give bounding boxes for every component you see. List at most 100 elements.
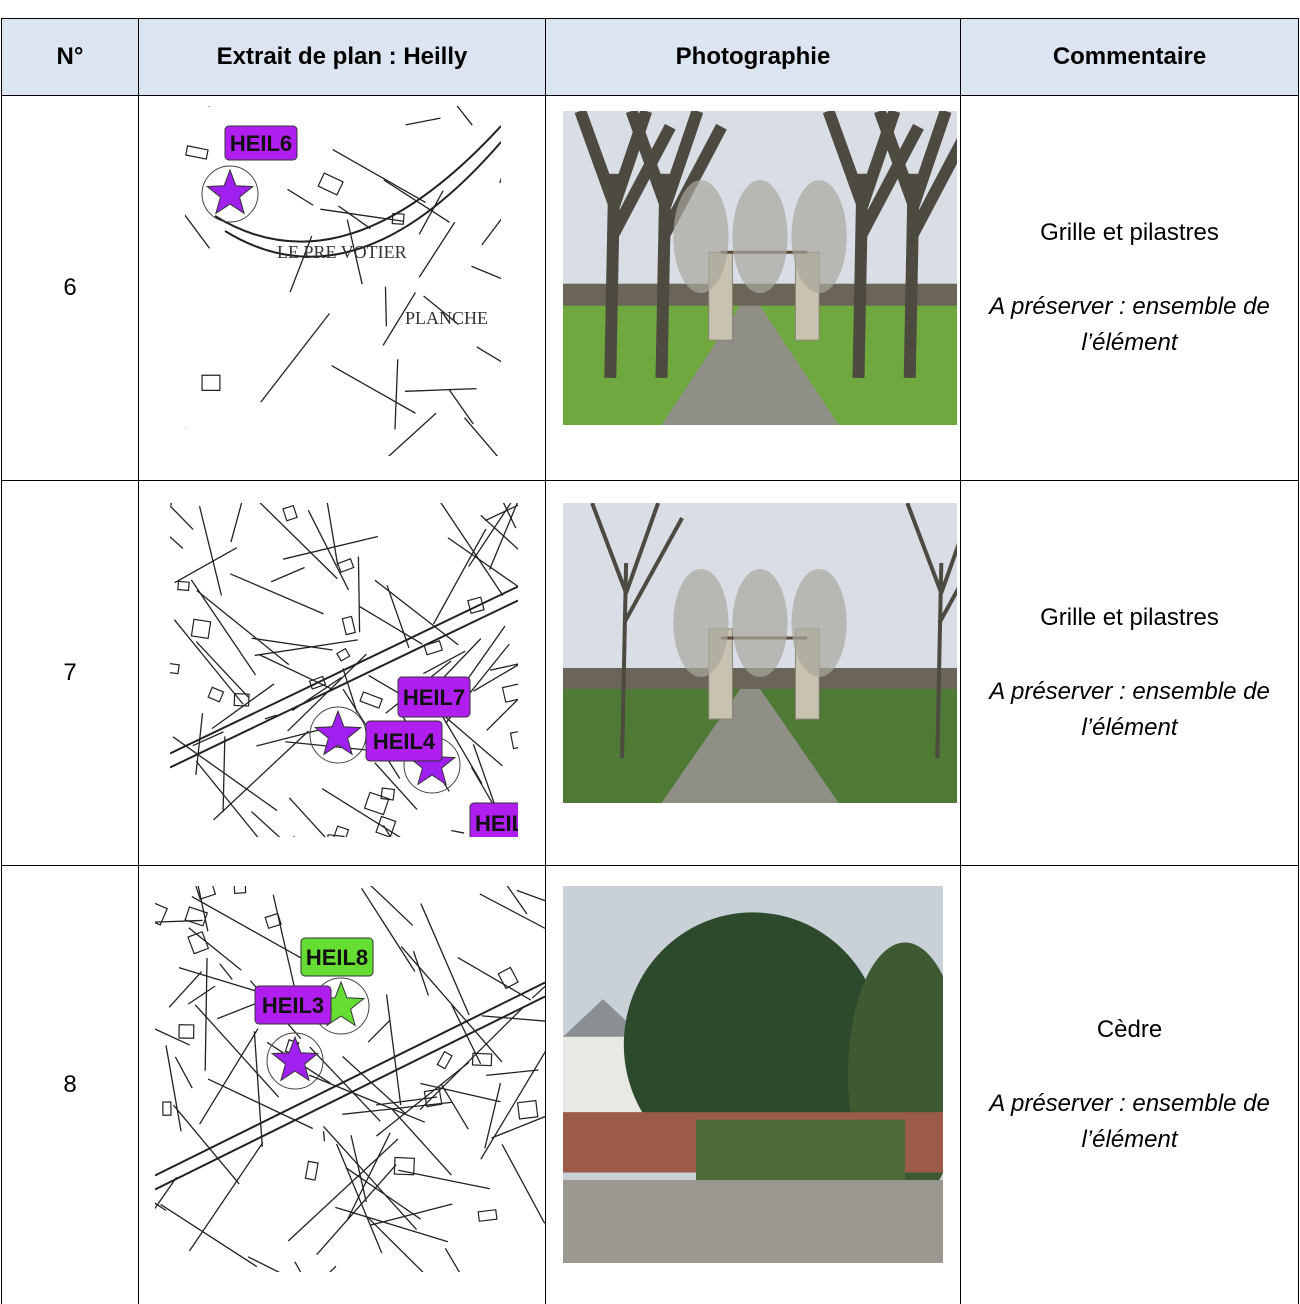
parcel-line	[329, 1265, 337, 1272]
parcel-line	[289, 235, 313, 293]
parcel-line	[412, 950, 429, 996]
photo-cell	[545, 95, 961, 481]
parcel-line	[332, 148, 426, 203]
parcel-line	[322, 1126, 418, 1231]
map-cell: HEIL6 LE PRE VOTIER PLANCHE	[138, 95, 546, 481]
parcel-line	[165, 1045, 182, 1132]
parcel-line	[321, 787, 401, 837]
parcel-line	[440, 712, 503, 767]
map-extract: HEIL8 HEIL3	[155, 886, 545, 1272]
parcel-line	[342, 1056, 407, 1115]
comment: Grille et pilastres	[1040, 604, 1219, 631]
parcel-line	[479, 893, 545, 930]
parcel-line	[308, 1074, 426, 1123]
parcel-line	[486, 698, 518, 731]
building	[341, 615, 357, 636]
parcel-line	[357, 556, 361, 633]
building	[363, 791, 390, 816]
road	[155, 981, 545, 1191]
building	[178, 1024, 195, 1039]
header-cell: Extrait de plan : Heilly	[138, 18, 546, 96]
far-tree	[732, 569, 788, 677]
marker-label-box	[397, 676, 471, 718]
parcel-line	[195, 641, 249, 698]
parcel-line	[432, 528, 487, 625]
building	[317, 172, 344, 196]
marker-star	[313, 709, 363, 756]
building	[375, 815, 397, 837]
parcel-line	[264, 714, 277, 720]
parcel-line	[188, 1142, 264, 1252]
building	[233, 692, 250, 707]
parcel-line	[405, 117, 441, 126]
parcel-line	[155, 919, 203, 923]
cedar	[623, 912, 883, 1177]
number: 8	[1, 865, 139, 1304]
parcel-line	[288, 797, 326, 837]
building	[233, 886, 247, 894]
parcel-line	[195, 713, 204, 776]
parcel-line	[342, 1101, 452, 1115]
parcel-line	[451, 829, 465, 834]
parcel-line	[190, 579, 257, 676]
parcel-line	[486, 1069, 539, 1077]
building	[190, 618, 212, 640]
parcel-line	[489, 663, 518, 671]
building	[207, 686, 225, 703]
marker-label-box	[300, 937, 374, 977]
parcel-line	[420, 903, 470, 1016]
parcel-line	[174, 547, 238, 584]
marker-ring	[201, 165, 259, 223]
parcel-line	[346, 219, 363, 285]
marker-label-box	[365, 720, 443, 762]
building	[177, 580, 190, 592]
far-tree	[673, 569, 729, 677]
map-extract: HEIL6 LE PRE VOTIER PLANCHE	[185, 106, 501, 456]
parcel-line	[168, 971, 203, 1008]
marker-star	[270, 1035, 320, 1082]
parcel-line	[388, 412, 437, 456]
marker-label: HEIL	[475, 811, 518, 836]
far-tree	[673, 180, 729, 294]
map-cell: HEIL8 HEIL3	[138, 865, 546, 1304]
marker-label: HEIL7	[403, 685, 465, 710]
building	[393, 1156, 415, 1176]
parcel-line	[204, 957, 208, 1071]
pavement	[563, 1180, 943, 1263]
parcel-line	[444, 1247, 461, 1272]
parcel-line	[369, 1203, 453, 1226]
parcel-line	[174, 1056, 193, 1089]
parcel-line	[394, 359, 399, 430]
parcel-line	[361, 888, 416, 972]
parcel-line	[213, 730, 309, 821]
marker-star	[205, 168, 255, 215]
parcel-line	[456, 106, 473, 126]
building	[155, 900, 168, 926]
parcel-line	[374, 579, 459, 646]
parcel-line	[160, 1203, 258, 1268]
parcel-line	[173, 619, 244, 705]
parcel-line	[441, 1084, 469, 1130]
building	[264, 912, 282, 930]
map-label: PLANCHE	[405, 308, 488, 328]
marker-label: HEIL6	[230, 131, 292, 156]
marker-label-box	[224, 125, 298, 161]
building	[471, 1052, 493, 1067]
parcel-line	[187, 985, 216, 1005]
parcel-line	[385, 994, 402, 1106]
parcel-line	[367, 1019, 391, 1043]
photo-cell	[545, 480, 961, 866]
building	[436, 1050, 453, 1070]
building	[331, 825, 350, 837]
parcel-line	[270, 566, 305, 583]
parcel-line	[464, 417, 499, 456]
tree-trunk	[625, 111, 727, 379]
tree-trunk	[905, 503, 957, 759]
parcel-line	[484, 1082, 502, 1149]
parcel-line	[196, 589, 290, 666]
inventory-table: N° Extrait de plan : Heilly Photographie…	[1, 18, 1299, 1304]
parcel-line	[192, 731, 224, 747]
comment-cell: Grille et pilastres A préserver : ensembl…	[960, 480, 1299, 866]
far-tree	[791, 180, 847, 294]
parcel-line	[374, 762, 418, 810]
